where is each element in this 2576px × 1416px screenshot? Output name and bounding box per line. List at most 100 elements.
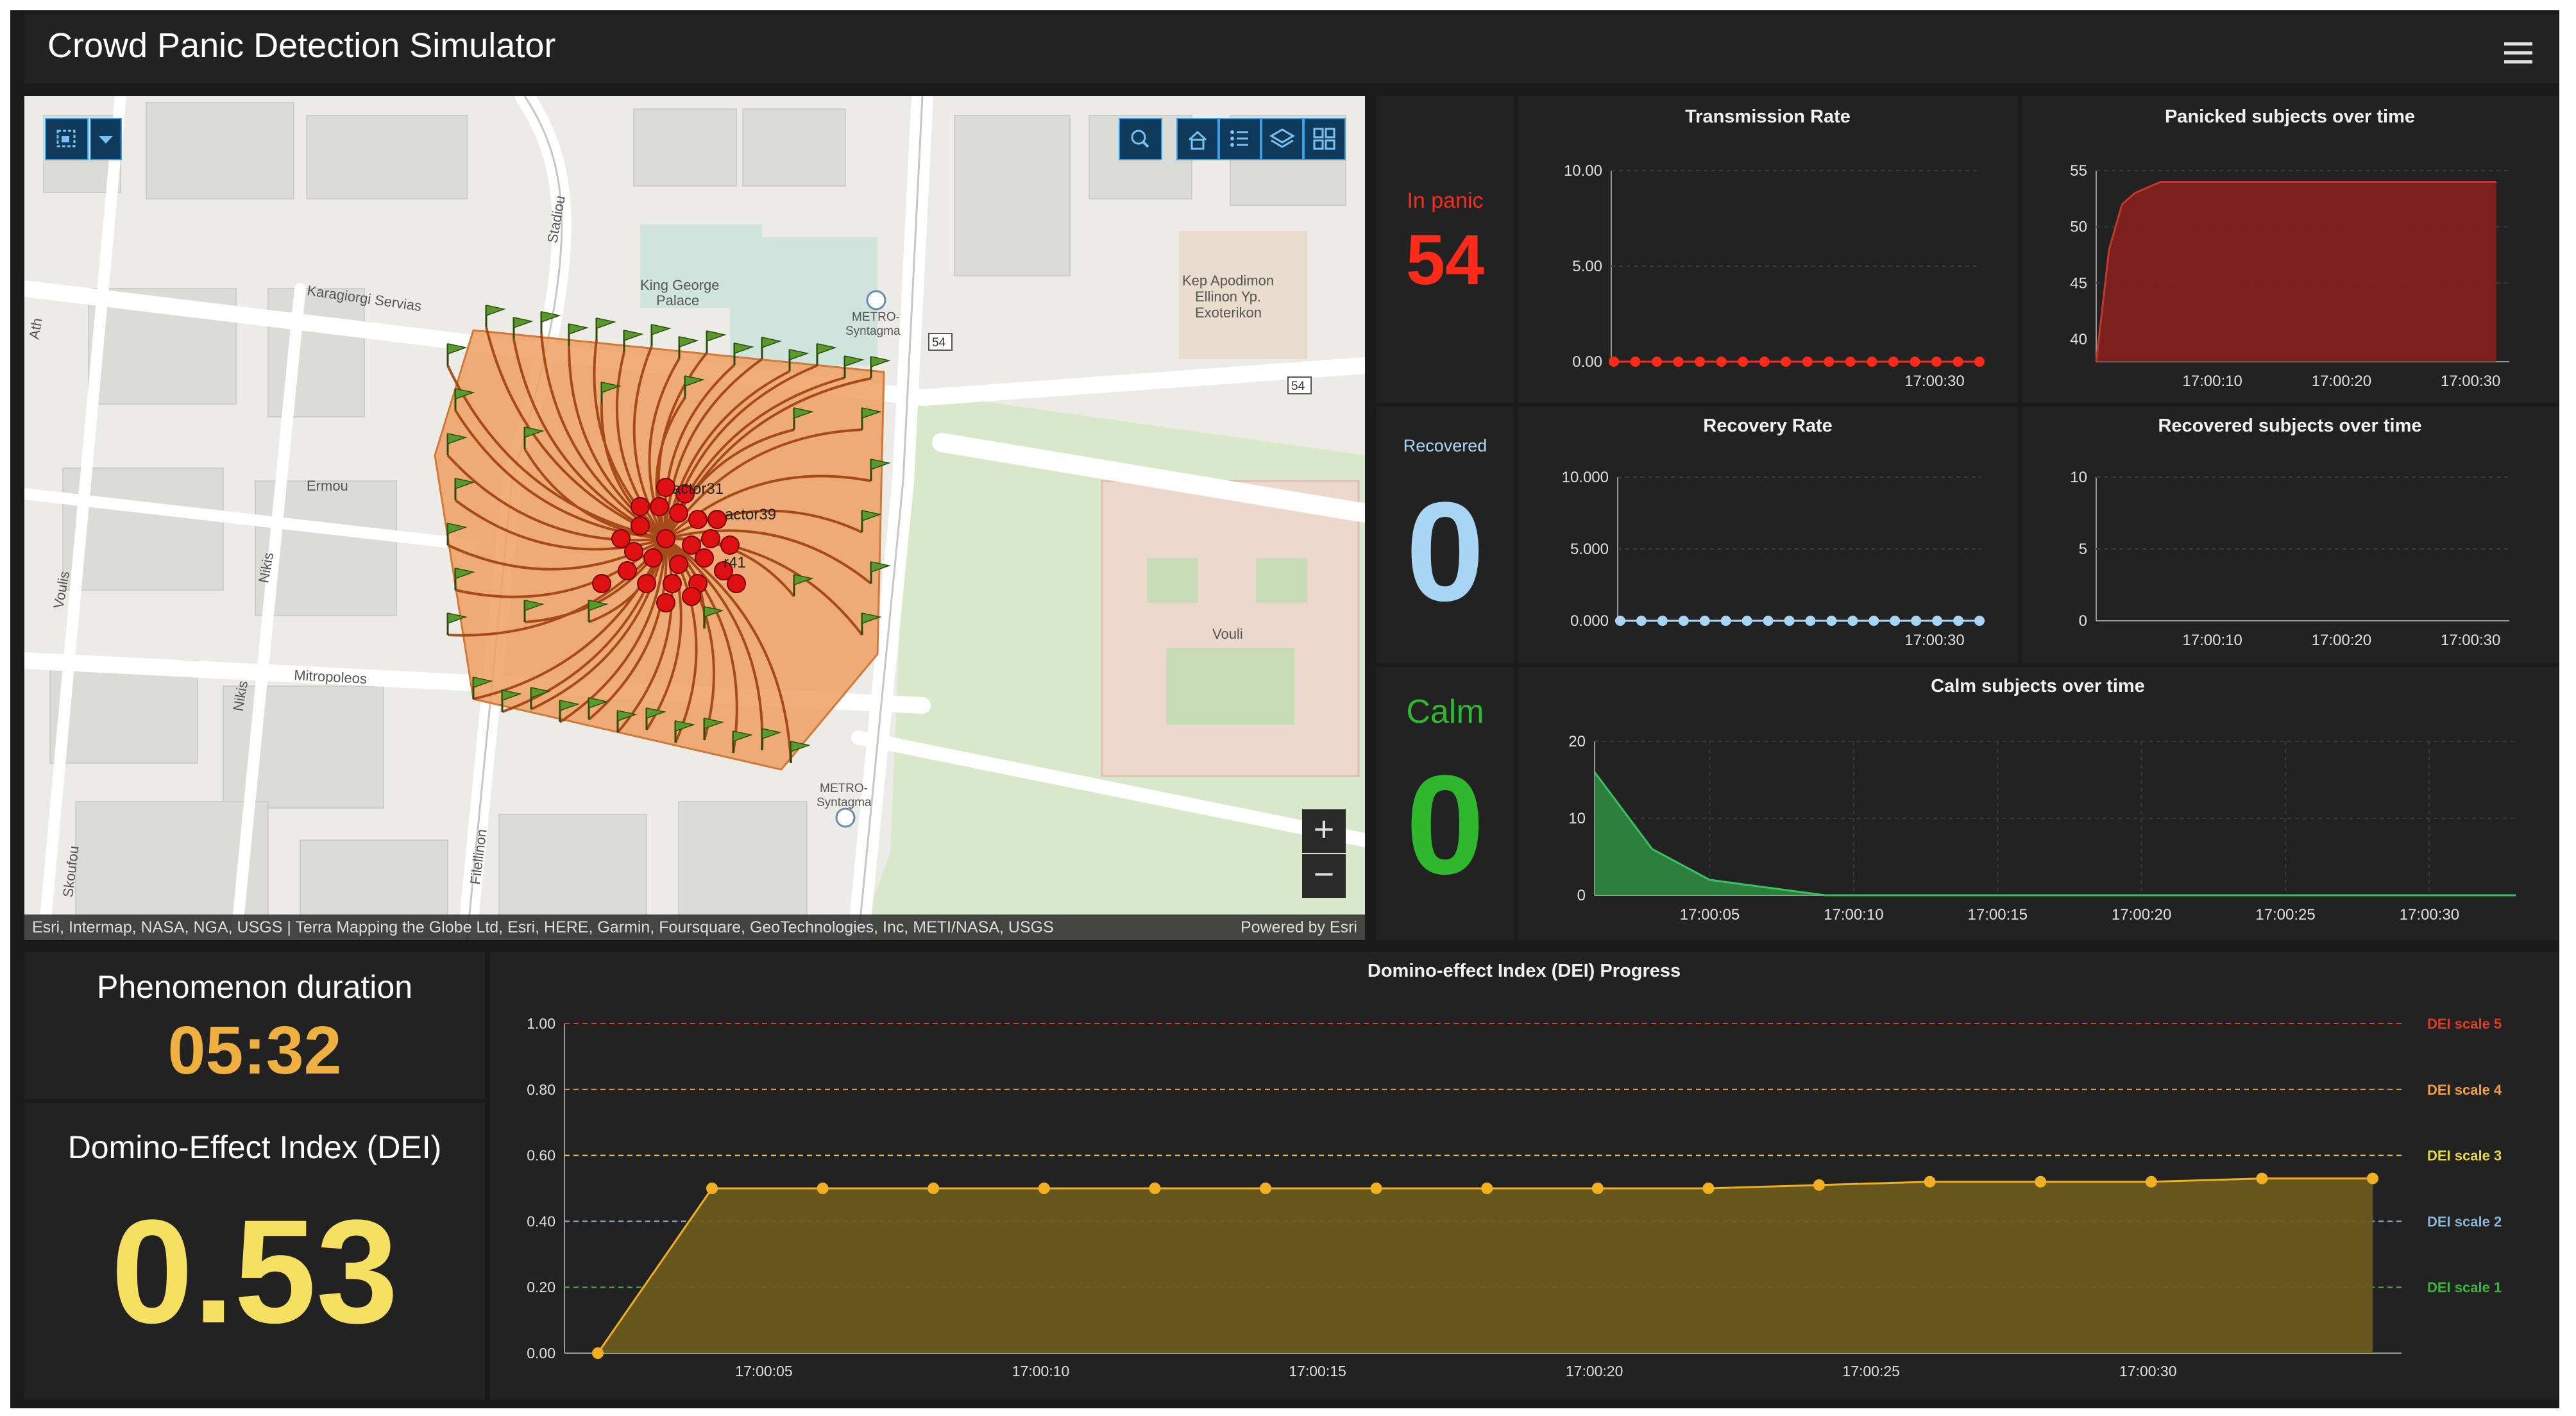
map-attribution: Esri, Intermap, NASA, NGA, USGS | Terra …: [24, 914, 1365, 940]
road-shield-54a: 54: [928, 333, 953, 351]
panic-value: 54: [1405, 221, 1485, 299]
exit-flag-icon: [816, 343, 837, 366]
agent-marker: [669, 555, 688, 574]
zoom-in-button[interactable]: +: [1302, 809, 1346, 853]
basemap-gallery-button[interactable]: [1303, 118, 1346, 160]
exit-flag-icon: [454, 478, 475, 500]
agent-marker: [656, 478, 675, 497]
recovered-subjects-chart[interactable]: 0 5 10 17:00:10 17:00:20 17:00:30: [2022, 407, 2558, 663]
exit-flag-icon: [870, 356, 891, 378]
transmission-point: [1781, 357, 1792, 367]
home-button[interactable]: [1176, 118, 1219, 160]
search-button[interactable]: [1119, 118, 1162, 160]
label-metro2-1: METRO-: [820, 782, 868, 795]
select-tool-button[interactable]: [45, 118, 89, 160]
recovery-point: [1826, 616, 1837, 626]
panicked-area: [2096, 181, 2496, 362]
recovered-y-tick: 0: [2079, 612, 2087, 630]
label-metro1-1: METRO-: [852, 310, 900, 324]
calm-indicator-panel: Calm 0: [1377, 667, 1514, 940]
agent-path: [446, 365, 666, 540]
panicked-agents[interactable]: [592, 478, 746, 612]
legend-button[interactable]: [1219, 118, 1261, 160]
hamburger-menu-icon[interactable]: [2504, 42, 2532, 64]
dei-point: [1149, 1183, 1161, 1194]
map-canvas[interactable]: Stadiou Karagiorgi Servias King George P…: [24, 96, 1365, 940]
transmission-point: [1867, 357, 1877, 367]
dei-point: [592, 1347, 604, 1359]
agent-marker: [695, 548, 714, 568]
dei-point: [1260, 1183, 1271, 1194]
panic-label: In panic: [1407, 189, 1484, 213]
exit-flag-icon: [454, 568, 475, 590]
exit-flag-icon: [793, 407, 814, 430]
panicked-subjects-title: Panicked subjects over time: [2164, 106, 2416, 127]
recovered-subjects-title: Recovered subjects over time: [2158, 416, 2422, 436]
dei-point: [1813, 1179, 1825, 1191]
exit-flag-icon: [793, 574, 814, 596]
layers-button[interactable]: [1261, 118, 1303, 160]
map-panel[interactable]: Stadiou Karagiorgi Servias King George P…: [24, 96, 1365, 940]
exit-flag-icon: [678, 336, 699, 358]
road-shield-54b: 54: [1287, 376, 1312, 394]
agent-path: [665, 509, 863, 540]
exit-flag-icon: [530, 687, 551, 709]
dei-label: Domino-Effect Index (DEI): [67, 1129, 442, 1165]
exit-flag-icon: [706, 330, 727, 353]
transmission-rate-chart[interactable]: 0.00 5.00 10.00 17:00:30: [1518, 96, 2018, 403]
exit-flag-icon: [684, 375, 705, 398]
agent-marker: [675, 484, 695, 503]
calm-label: Calm: [1406, 693, 1484, 730]
agent-path: [530, 538, 667, 711]
label-mitropoleos: Mitropoleos: [294, 667, 368, 687]
label-metro1-2: Syntagma: [845, 324, 901, 338]
transmission-point: [1910, 357, 1920, 367]
exit-flag-icon: [454, 388, 475, 410]
calm-subjects-chart[interactable]: 0 10 20 17:00:05 17:00:10 17:00:15 17:00:20 17:…: [1518, 667, 2558, 940]
select-dropdown-button[interactable]: [90, 118, 122, 160]
phenomenon-duration-label: Phenomenon duration: [96, 969, 413, 1005]
agent-marker: [669, 503, 688, 523]
metro-icon-1: [866, 290, 886, 310]
layers-icon: [1269, 128, 1295, 148]
panic-indicator-panel: In panic 54: [1377, 96, 1514, 403]
dei-point: [1038, 1183, 1050, 1194]
dei-progress-chart[interactable]: 0.00 0.20 0.40 0.60 0.80 1.00 DEI scale 1 DEI s…: [490, 952, 2558, 1399]
calm-x-tick: 17:00:05: [1680, 906, 1740, 923]
exit-flag-icon: [761, 728, 782, 750]
agent-marker: [643, 548, 663, 568]
agent-marker: [720, 535, 740, 555]
agent-path: [632, 346, 667, 540]
zoom-out-button[interactable]: −: [1302, 854, 1346, 898]
exit-flag-icon: [861, 612, 882, 635]
calm-x-tick: 17:00:10: [1824, 906, 1883, 923]
agent-path: [665, 529, 872, 585]
agent-path: [588, 538, 668, 721]
recovered-x-tick: 17:00:20: [2312, 632, 2371, 649]
recovery-rate-chart[interactable]: 0.000 5.000 10.000 17:00:30: [1518, 407, 2018, 663]
transmission-point: [1652, 357, 1663, 367]
transmission-y-tick: 0.00: [1572, 353, 1602, 371]
powered-by-esri[interactable]: Powered by Esri: [1240, 918, 1357, 936]
exit-flag-icon: [446, 433, 468, 455]
exit-flag-icon: [446, 612, 468, 635]
dei-progress-panel: Domino-effect Index (DEI) Progress 0.00 0…: [490, 952, 2558, 1399]
exit-flag-icon: [703, 606, 724, 628]
exit-flag-icon: [870, 459, 891, 481]
recovery-point: [1847, 616, 1858, 626]
exit-flag-icon: [870, 561, 891, 584]
dei-x-tick: 17:00:05: [735, 1363, 793, 1379]
agent-path: [655, 396, 686, 539]
agent-path: [559, 538, 667, 723]
transmission-point: [1824, 357, 1835, 367]
panicked-x-tick: 17:00:20: [2312, 373, 2371, 390]
agent-marker: [708, 510, 727, 529]
dei-x-tick: 17:00:30: [2119, 1363, 2177, 1379]
panicked-subjects-chart[interactable]: 40 45 50 55 17:00:10 17:00:20 17:00:30: [2022, 96, 2558, 403]
recovered-x-tick: 17:00:30: [2441, 632, 2500, 649]
dei-point: [928, 1183, 940, 1194]
agent-marker: [631, 497, 650, 516]
transmission-rate-panel: Transmission Rate 0.00 5.00 10.00 17:00:30: [1518, 96, 2018, 403]
dei-x-tick: 17:00:25: [1842, 1363, 1900, 1379]
recovery-rate-title: Recovery Rate: [1703, 416, 1833, 436]
